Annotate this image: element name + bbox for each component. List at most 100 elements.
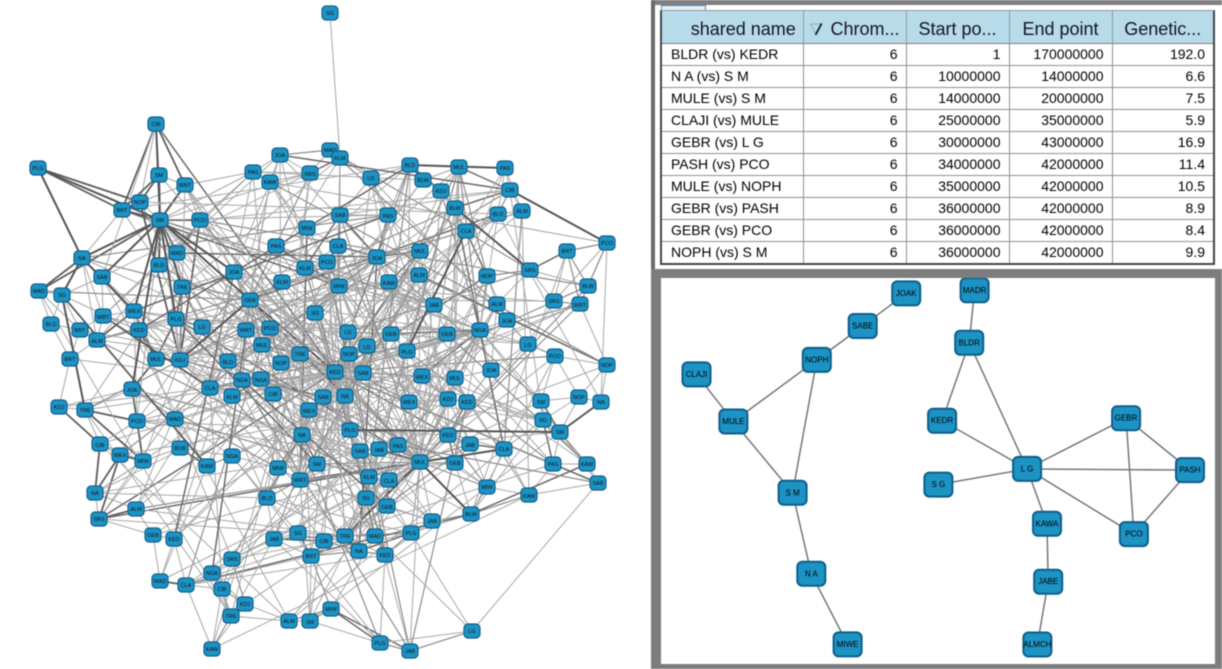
svg-text:ALM: ALM — [91, 339, 103, 345]
svg-text:WEX: WEX — [416, 375, 429, 381]
svg-text:TRE: TRE — [80, 408, 91, 414]
svg-text:CIB: CIB — [95, 443, 105, 449]
svg-text:SAB: SAB — [96, 275, 107, 281]
svg-text:PLG: PLG — [405, 531, 416, 537]
svg-text:NA: NA — [341, 394, 349, 400]
svg-text:KLM: KLM — [226, 395, 238, 401]
svg-text:CLAJI: CLAJI — [686, 370, 708, 379]
svg-text:SG: SG — [539, 418, 547, 424]
svg-text:CLA: CLA — [384, 479, 395, 485]
svg-text:BLD: BLD — [46, 322, 57, 328]
svg-text:MUL: MUL — [256, 343, 268, 349]
svg-text:KLM: KLM — [363, 475, 375, 481]
svg-text:SRS: SRS — [524, 268, 536, 274]
svg-text:JOA: JOA — [502, 319, 513, 325]
svg-text:JAB: JAB — [427, 519, 437, 525]
svg-text:CLA: CLA — [181, 583, 192, 589]
svg-text:KDJ: KDJ — [443, 397, 454, 403]
svg-text:CLA: CLA — [205, 386, 216, 392]
svg-text:BLW: BLW — [417, 178, 429, 184]
svg-text:LG: LG — [524, 343, 531, 349]
svg-text:PLG: PLG — [401, 350, 412, 356]
svg-text:PCO: PCO — [194, 218, 207, 224]
svg-text:NA: NA — [78, 256, 86, 262]
svg-text:JAB: JAB — [374, 448, 384, 454]
svg-text:CIB: CIB — [217, 587, 227, 593]
svg-text:BLW: BLW — [449, 206, 461, 212]
svg-text:NGA: NGA — [236, 378, 248, 384]
svg-text:PAS: PAS — [271, 244, 282, 250]
svg-text:PAS: PAS — [383, 214, 394, 220]
svg-text:MADR: MADR — [963, 286, 987, 295]
svg-text:MUL: MUL — [414, 249, 426, 255]
svg-text:WRT: WRT — [97, 315, 110, 321]
svg-text:KAW: KAW — [523, 494, 536, 500]
svg-text:JOAK: JOAK — [896, 289, 918, 298]
svg-text:PLG: PLG — [374, 641, 385, 647]
svg-text:NA: NA — [597, 400, 605, 406]
svg-text:SRS: SRS — [548, 299, 560, 305]
svg-text:MAD: MAD — [369, 534, 381, 540]
svg-text:KED: KED — [329, 370, 340, 376]
svg-text:GEB: GEB — [441, 332, 453, 338]
svg-text:MAD: MAD — [33, 289, 45, 295]
svg-text:LG: LG — [363, 345, 370, 351]
svg-text:WEX: WEX — [303, 409, 316, 415]
svg-text:NGA: NGA — [255, 378, 267, 384]
svg-text:BLDR: BLDR — [959, 338, 981, 347]
svg-text:KEDR: KEDR — [931, 416, 953, 425]
svg-text:LG: LG — [198, 325, 205, 331]
svg-text:JOA: JOA — [372, 256, 383, 262]
svg-text:SM: SM — [313, 462, 322, 468]
svg-text:PAS: PAS — [248, 170, 259, 176]
svg-text:CIB: CIB — [268, 392, 278, 398]
svg-text:SRS: SRS — [304, 172, 316, 178]
svg-text:NA: NA — [355, 549, 363, 555]
svg-text:SAB: SAB — [317, 395, 328, 401]
svg-text:S M: S M — [785, 488, 800, 497]
svg-text:CLA: CLA — [499, 447, 510, 453]
svg-text:JOA: JOA — [127, 388, 138, 394]
svg-text:KDJ: KDJ — [240, 602, 251, 608]
svg-text:SRS: SRS — [93, 517, 105, 523]
svg-text:PLG: PLG — [170, 317, 181, 323]
svg-text:WEX: WEX — [128, 309, 141, 315]
svg-text:BLD: BLD — [493, 212, 504, 218]
svg-text:TRE: TRE — [295, 352, 306, 358]
svg-text:BLD: BLD — [262, 496, 273, 502]
svg-text:JAB: JAB — [269, 537, 279, 543]
svg-text:CIB: CIB — [151, 122, 161, 128]
svg-text:NGA: NGA — [226, 454, 238, 460]
svg-text:BLD: BLD — [154, 263, 165, 269]
svg-text:ALMCH: ALMCH — [1023, 640, 1051, 649]
svg-text:MIW: MIW — [301, 226, 313, 232]
svg-text:ALM: ALM — [516, 209, 528, 215]
svg-text:NOP: NOP — [573, 395, 585, 401]
svg-text:WRT: WRT — [574, 303, 587, 309]
svg-text:NA: NA — [298, 433, 306, 439]
svg-text:MAD: MAD — [171, 251, 183, 257]
svg-text:L G: L G — [1021, 464, 1034, 473]
svg-text:SAB: SAB — [357, 371, 368, 377]
svg-text:N A: N A — [805, 569, 819, 578]
svg-text:MAD: MAD — [324, 148, 336, 154]
svg-text:PCO: PCO — [549, 354, 562, 360]
svg-text:PAS: PAS — [393, 444, 404, 450]
svg-text:MIW: MIW — [481, 485, 493, 491]
svg-text:SAB: SAB — [592, 481, 603, 487]
svg-text:MIWE: MIWE — [837, 640, 859, 649]
svg-text:PCO: PCO — [1125, 530, 1142, 539]
svg-text:TRE: TRE — [340, 534, 351, 540]
svg-text:KAW: KAW — [383, 281, 396, 287]
svg-text:SG: SG — [311, 311, 319, 317]
svg-text:NOPH: NOPH — [805, 355, 828, 364]
svg-text:GEB: GEB — [381, 505, 393, 511]
svg-text:SM: SM — [556, 430, 565, 436]
svg-text:GEB: GEB — [449, 461, 461, 467]
svg-text:PCO: PCO — [131, 419, 144, 425]
svg-text:JOA: JOA — [486, 368, 497, 374]
svg-text:SG: SG — [294, 531, 302, 537]
svg-text:BLW: BLW — [582, 284, 594, 290]
svg-text:MIW: MIW — [325, 607, 337, 613]
svg-text:JAB: JAB — [429, 303, 439, 309]
